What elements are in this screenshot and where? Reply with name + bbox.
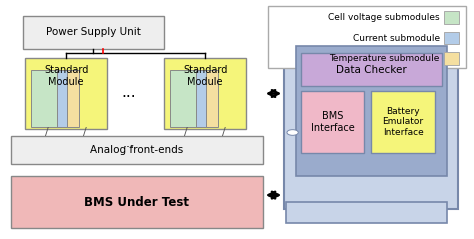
Text: /: / — [46, 127, 49, 137]
FancyBboxPatch shape — [25, 58, 108, 129]
FancyBboxPatch shape — [444, 52, 459, 65]
FancyBboxPatch shape — [284, 39, 458, 209]
Circle shape — [287, 130, 298, 135]
Text: ...: ... — [123, 137, 135, 150]
Text: Standard
Module: Standard Module — [183, 65, 228, 87]
Text: ...: ... — [121, 85, 136, 100]
FancyBboxPatch shape — [296, 46, 447, 176]
Text: Battery
Emulator
Interface: Battery Emulator Interface — [383, 107, 424, 137]
FancyBboxPatch shape — [23, 16, 164, 49]
FancyBboxPatch shape — [301, 53, 442, 87]
FancyBboxPatch shape — [11, 136, 263, 164]
FancyBboxPatch shape — [196, 70, 208, 127]
Text: /: / — [83, 127, 87, 137]
Text: Current submodule: Current submodule — [353, 33, 439, 43]
Text: /: / — [222, 127, 226, 137]
FancyBboxPatch shape — [286, 202, 447, 223]
Text: Standard
Module: Standard Module — [44, 65, 88, 87]
FancyBboxPatch shape — [371, 91, 435, 152]
FancyBboxPatch shape — [164, 58, 246, 129]
Text: BMS
Interface: BMS Interface — [310, 111, 354, 133]
FancyBboxPatch shape — [206, 70, 218, 127]
Text: Power Supply Unit: Power Supply Unit — [46, 27, 141, 37]
Text: Temperature submodule: Temperature submodule — [329, 54, 439, 63]
FancyBboxPatch shape — [268, 6, 465, 68]
FancyBboxPatch shape — [301, 91, 364, 152]
Text: /: / — [184, 127, 188, 137]
Text: Analog front-ends: Analog front-ends — [90, 145, 183, 155]
FancyBboxPatch shape — [444, 11, 459, 24]
Text: Data Checker: Data Checker — [336, 65, 407, 75]
FancyBboxPatch shape — [31, 70, 61, 127]
Text: Cell voltage submodules: Cell voltage submodules — [328, 13, 439, 22]
FancyBboxPatch shape — [444, 32, 459, 44]
FancyBboxPatch shape — [170, 70, 201, 127]
FancyBboxPatch shape — [57, 70, 69, 127]
FancyBboxPatch shape — [11, 176, 263, 228]
FancyBboxPatch shape — [67, 70, 79, 127]
Text: BMS Under Test: BMS Under Test — [84, 196, 190, 209]
